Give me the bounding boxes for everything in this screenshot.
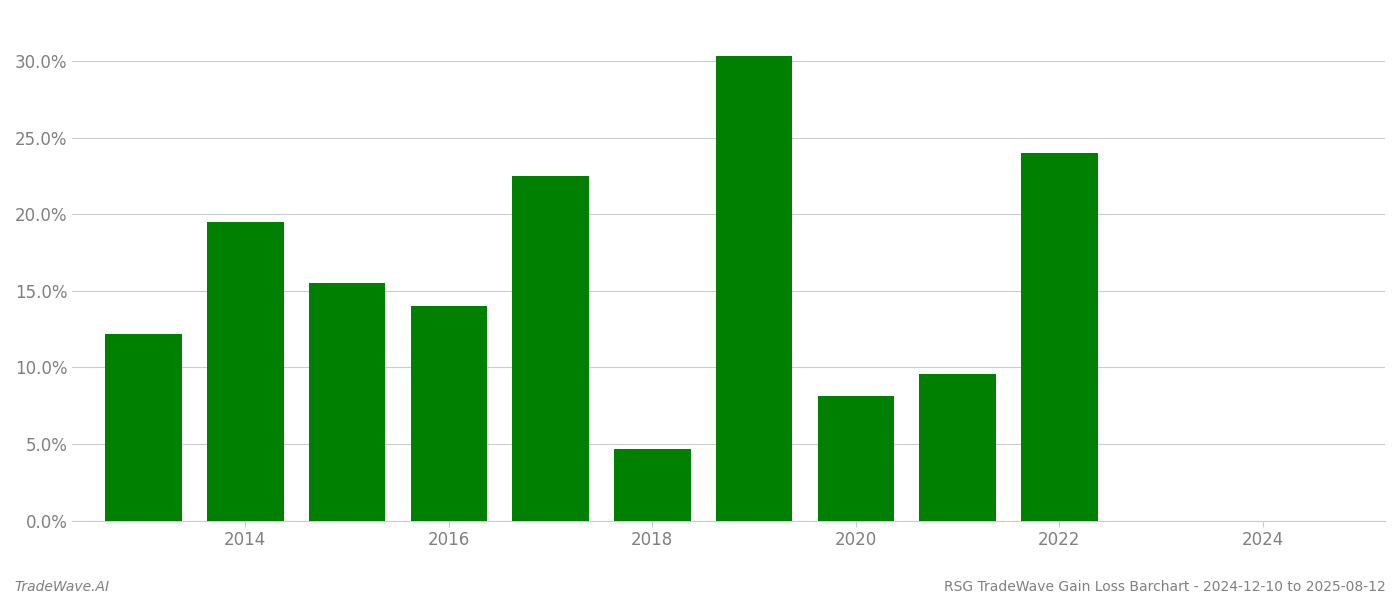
Bar <box>715 56 792 521</box>
Text: TradeWave.AI: TradeWave.AI <box>14 580 109 594</box>
Bar <box>920 374 995 521</box>
Text: RSG TradeWave Gain Loss Barchart - 2024-12-10 to 2025-08-12: RSG TradeWave Gain Loss Barchart - 2024-… <box>944 580 1386 594</box>
Bar <box>309 283 385 521</box>
Bar <box>1021 153 1098 521</box>
Bar <box>818 397 895 521</box>
Bar <box>615 449 690 521</box>
Bar <box>512 176 589 521</box>
Bar <box>207 222 284 521</box>
Bar <box>410 306 487 521</box>
Bar <box>105 334 182 521</box>
